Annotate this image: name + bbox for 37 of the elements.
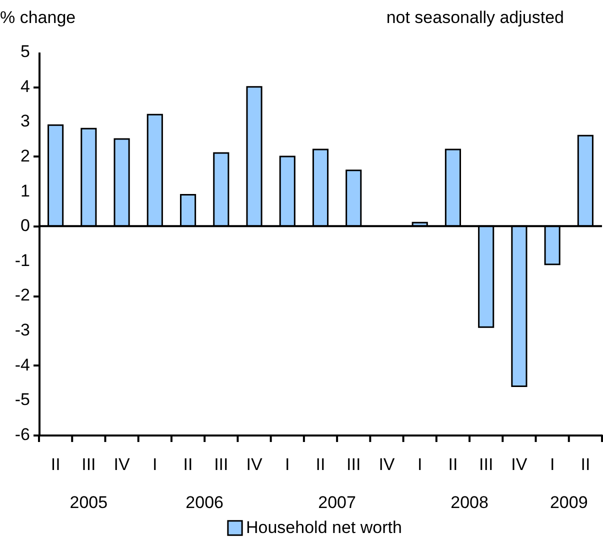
y-tick-label: 5 bbox=[20, 42, 30, 61]
x-tick-label: IV bbox=[511, 455, 528, 474]
y-tick-label: -6 bbox=[14, 425, 30, 444]
y-tick-label: -1 bbox=[14, 250, 30, 270]
x-tick-label: III bbox=[346, 455, 361, 474]
x-tick-label: II bbox=[316, 455, 326, 474]
y-tick-label: -4 bbox=[14, 355, 30, 374]
y-tick-label: 4 bbox=[20, 76, 30, 96]
x-tick-label: II bbox=[580, 455, 590, 474]
text: 2005 bbox=[70, 493, 108, 512]
legend-label: Household net worth bbox=[246, 518, 402, 537]
x-tick-label: II bbox=[183, 455, 193, 474]
x-tick-label: III bbox=[214, 455, 228, 474]
y-tick-label: -2 bbox=[14, 286, 30, 305]
text: 2007 bbox=[318, 493, 356, 512]
x-tick-label: III bbox=[82, 455, 96, 474]
text: 2006 bbox=[186, 493, 224, 512]
y-tick-label: -3 bbox=[14, 320, 30, 340]
x-tick-label: I bbox=[417, 455, 422, 474]
y-axis-title: % change bbox=[0, 8, 76, 27]
text: 2008 bbox=[450, 493, 488, 512]
y-tick-label: -5 bbox=[14, 390, 30, 410]
x-tick-label: I bbox=[285, 455, 290, 474]
y-tick-label: 3 bbox=[20, 112, 30, 131]
x-tick-label: III bbox=[479, 455, 494, 474]
x-tick-label: I bbox=[550, 455, 555, 474]
text: not seasonally adjusted bbox=[386, 8, 564, 27]
text: 2009 bbox=[550, 493, 588, 512]
x-tick-label: II bbox=[448, 455, 458, 474]
y-tick-label: 1 bbox=[20, 181, 30, 200]
y-tick-label: 0 bbox=[20, 216, 30, 236]
x-tick-label: IV bbox=[246, 455, 263, 474]
x-tick-label: IV bbox=[114, 455, 130, 474]
x-tick-label: IV bbox=[378, 455, 396, 474]
y-tick-label: 2 bbox=[20, 146, 30, 166]
x-tick-label: I bbox=[152, 455, 158, 474]
x-tick-label: II bbox=[50, 455, 60, 474]
